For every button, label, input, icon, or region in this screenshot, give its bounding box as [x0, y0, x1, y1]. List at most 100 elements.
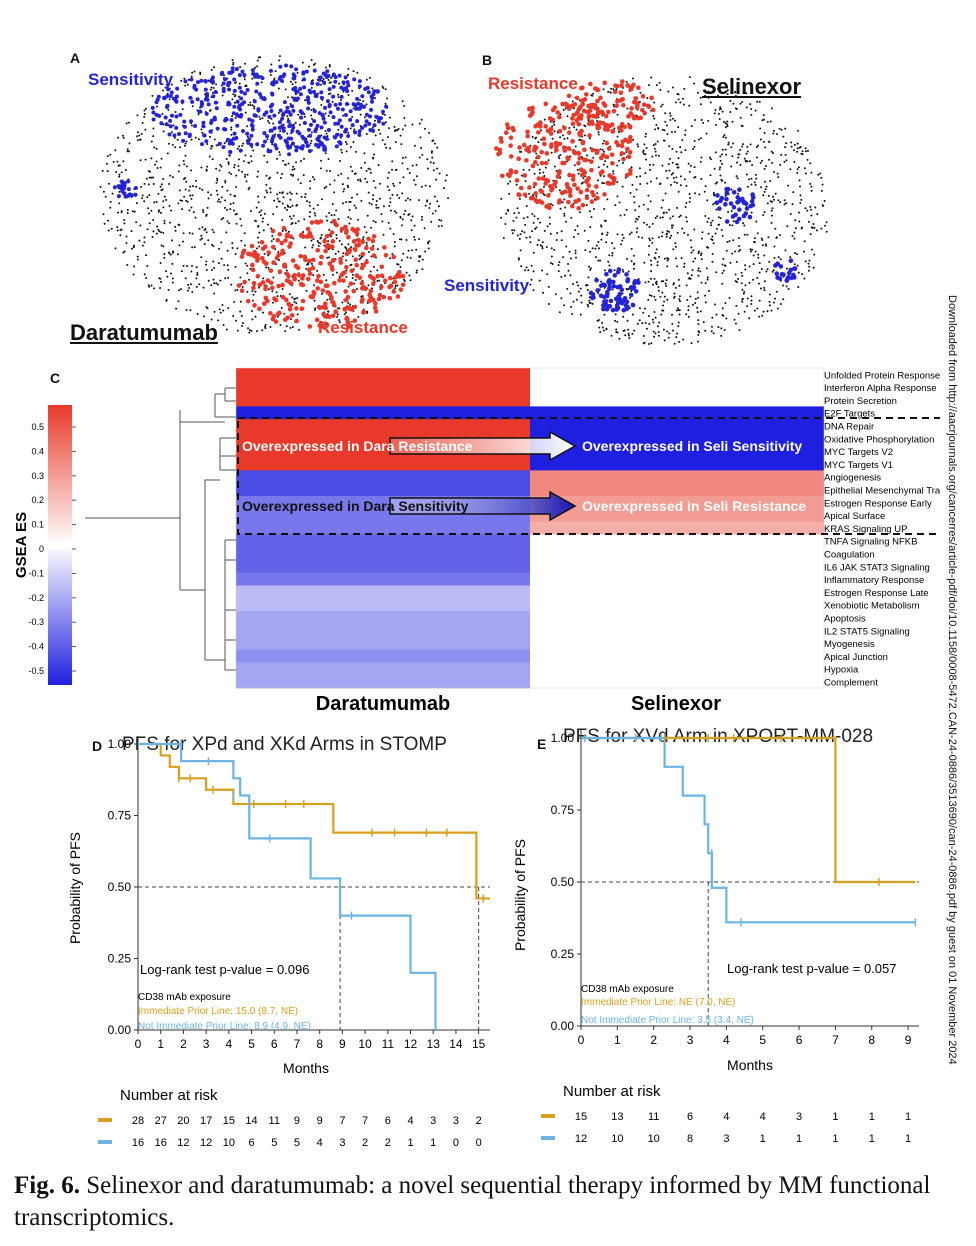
- heat-cell-seli: [530, 534, 824, 548]
- heat-cell-seli: [530, 547, 824, 561]
- x-tick-label: 10: [358, 1037, 372, 1051]
- panel-d-risk-title: Number at risk: [120, 1087, 218, 1104]
- risk-orange-value: 6: [385, 1115, 391, 1127]
- pathway-label: Estrogen Response Late: [824, 588, 929, 599]
- risk-blue-value: 10: [648, 1133, 660, 1145]
- pathway-label: Apical Surface: [824, 511, 885, 522]
- risk-orange-value: 3: [430, 1115, 436, 1127]
- risk-blue-value: 1: [796, 1133, 802, 1145]
- y-tick-label: 0.00: [551, 1019, 575, 1033]
- heat-cell-dara: [236, 368, 530, 382]
- risk-orange-value: 2: [476, 1115, 482, 1127]
- heat-cell-seli: [530, 393, 824, 407]
- panel-a-resistance-label: Resistance: [318, 318, 408, 337]
- x-tick-label: 5: [248, 1037, 255, 1051]
- heat-cell-dara: [236, 649, 530, 663]
- risk-orange-value: 11: [269, 1115, 280, 1127]
- y-tick-label: 0.75: [108, 809, 132, 823]
- legend-tick: 0.2: [31, 495, 44, 505]
- risk-orange-value: 7: [362, 1115, 368, 1127]
- heat-cell-dara: [236, 598, 530, 612]
- risk-orange-value: 27: [155, 1115, 167, 1127]
- risk-orange-value: 1: [869, 1111, 875, 1123]
- risk-blue-value: 12: [575, 1133, 587, 1145]
- panel-d-letter: D: [92, 738, 103, 754]
- panel-d-legend-title: CD38 mAb exposure: [138, 992, 231, 1003]
- pathway-label: KRAS Signaling UP: [824, 524, 907, 535]
- x-tick-label: 2: [650, 1033, 657, 1047]
- risk-blue-value: 1: [760, 1133, 766, 1145]
- x-tick-label: 6: [796, 1033, 803, 1047]
- risk-orange-value: 11: [648, 1111, 659, 1123]
- risk-blue-value: 16: [155, 1137, 167, 1148]
- panel-e-legend-blue: Not Immediate Prior Line: 3.5 (3.4, NE): [581, 1015, 754, 1026]
- risk-blue-value: 2: [385, 1137, 391, 1148]
- legend-tick: -0.4: [28, 642, 44, 652]
- y-tick-label: 0.50: [108, 880, 132, 894]
- pathway-label: Unfolded Protein Response: [824, 370, 940, 381]
- risk-orange-value: 3: [453, 1115, 459, 1127]
- col-label-selinexor: Selinexor: [631, 693, 721, 715]
- risk-orange-value: 9: [317, 1115, 323, 1127]
- heat-cell-dara: [236, 457, 530, 471]
- caption-label: Fig. 6.: [14, 1172, 80, 1199]
- heat-cell-seli: [530, 560, 824, 574]
- heat-cell-seli: [530, 470, 824, 484]
- pathway-label: MYC Targets V2: [824, 447, 893, 458]
- x-tick-label: 0: [135, 1037, 142, 1051]
- x-tick-label: 4: [723, 1033, 730, 1047]
- heat-cell-seli: [530, 521, 824, 535]
- y-tick-label: 1.00: [551, 731, 575, 745]
- x-tick-label: 3: [203, 1037, 210, 1051]
- heat-cell-dara: [236, 611, 530, 625]
- arrow2-left-text: Overexpressed in Dara Sensitivity: [242, 498, 469, 514]
- x-tick-label: 15: [472, 1037, 486, 1051]
- risk-blue-value: 5: [294, 1137, 300, 1148]
- heat-cell-seli: [530, 662, 824, 676]
- risk-blue-value: 1: [407, 1137, 413, 1148]
- risk-blue-value: 5: [271, 1137, 277, 1148]
- y-tick-label: 0.50: [551, 875, 575, 889]
- pathway-label: DNA Repair: [824, 422, 874, 433]
- risk-blue-value: 3: [339, 1137, 345, 1148]
- legend-tick: 0.4: [31, 446, 44, 456]
- gsea-legend-title: GSEA ES: [13, 512, 30, 578]
- risk-orange-value: 20: [177, 1115, 189, 1127]
- pathway-label: Apoptosis: [824, 614, 866, 625]
- y-tick-label: 0.25: [108, 952, 132, 966]
- panel-a-drug-label: Daratumumab: [70, 320, 218, 345]
- x-tick-label: 2: [180, 1037, 187, 1051]
- panel-e-title: PFS for XVd Arm in XPORT-MM-028: [563, 726, 873, 747]
- heat-cell-dara: [236, 675, 530, 689]
- x-tick-label: 1: [614, 1033, 621, 1047]
- x-tick-label: 6: [271, 1037, 278, 1051]
- pathway-label: Angiogenesis: [824, 473, 881, 484]
- heat-cell-seli: [530, 496, 824, 510]
- heat-cell-seli: [530, 585, 824, 599]
- pathway-label: Estrogen Response Early: [824, 498, 932, 509]
- download-note: Downloaded from http://aacrjournals.org/…: [946, 295, 958, 1065]
- risk-orange-value: 15: [223, 1115, 235, 1127]
- risk-orange-value: 1: [905, 1111, 911, 1123]
- panel-e-pvalue: Log-rank test p-value = 0.057: [727, 961, 896, 976]
- risk-blue-value: 3: [723, 1133, 729, 1145]
- x-tick-label: 11: [382, 1037, 395, 1051]
- heat-cell-seli: [530, 444, 824, 459]
- heat-cell-seli: [530, 380, 824, 395]
- pathway-label: Oxidative Phosphorylation: [824, 434, 934, 445]
- heat-cell-seli: [530, 649, 824, 663]
- legend-tick: 0.3: [31, 471, 44, 481]
- risk-blue-value: 4: [317, 1137, 323, 1148]
- risk-orange-value: 9: [294, 1115, 300, 1127]
- panel-c-heatmap: 0.5 0.4 0.3 0.2 0.1 0 -0.1 -0.2 -0.3 -0.4 -0.5 GSE…: [13, 367, 940, 715]
- risk-blue-value: 1: [832, 1133, 838, 1145]
- x-tick-label: 0: [578, 1033, 585, 1047]
- legend-tick: 0.5: [31, 422, 44, 432]
- pathway-label: Inflammatory Response: [824, 575, 924, 586]
- pathway-label: Hypoxia: [824, 665, 859, 676]
- risk-blue-value: 12: [200, 1137, 212, 1148]
- legend-tick: -0.5: [28, 666, 44, 676]
- risk-orange-value: 17: [200, 1115, 212, 1127]
- risk-blue-value: 10: [611, 1133, 623, 1145]
- panel-a-sensitivity-label: Sensitivity: [88, 70, 174, 89]
